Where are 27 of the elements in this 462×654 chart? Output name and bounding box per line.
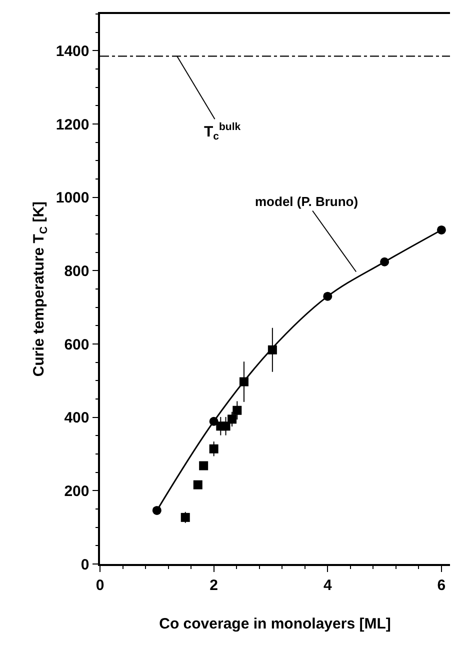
x-axis-title: Co coverage in monolayers [ML]: [159, 615, 391, 632]
point: [221, 422, 230, 431]
point: [209, 444, 218, 454]
y-tick-label: 400: [64, 410, 90, 427]
y-tick-label: 800: [64, 262, 90, 280]
point: [199, 461, 208, 470]
point: [232, 406, 242, 415]
y-tick-label: 600: [64, 336, 90, 354]
point: [268, 345, 277, 354]
x-tick-label: 0: [96, 576, 104, 594]
y-tick-label: 0: [80, 556, 90, 574]
y-tick-label: 1400: [56, 42, 90, 60]
x-tick-label: 2: [210, 576, 218, 594]
x-tick-label: 6: [437, 576, 446, 594]
y-tick-label: 1200: [56, 116, 90, 134]
x-tick-label: 4: [323, 576, 332, 594]
point: [436, 225, 446, 234]
annotation: model (P. Bruno): [255, 194, 358, 209]
point: [380, 257, 390, 266]
point: [152, 506, 162, 515]
point: [323, 292, 332, 301]
point: [228, 414, 237, 424]
point: [180, 512, 190, 522]
point: [193, 480, 202, 490]
y-tick-label: 200: [64, 482, 90, 500]
y-tick-label: 1000: [56, 190, 90, 207]
point: [239, 377, 248, 386]
